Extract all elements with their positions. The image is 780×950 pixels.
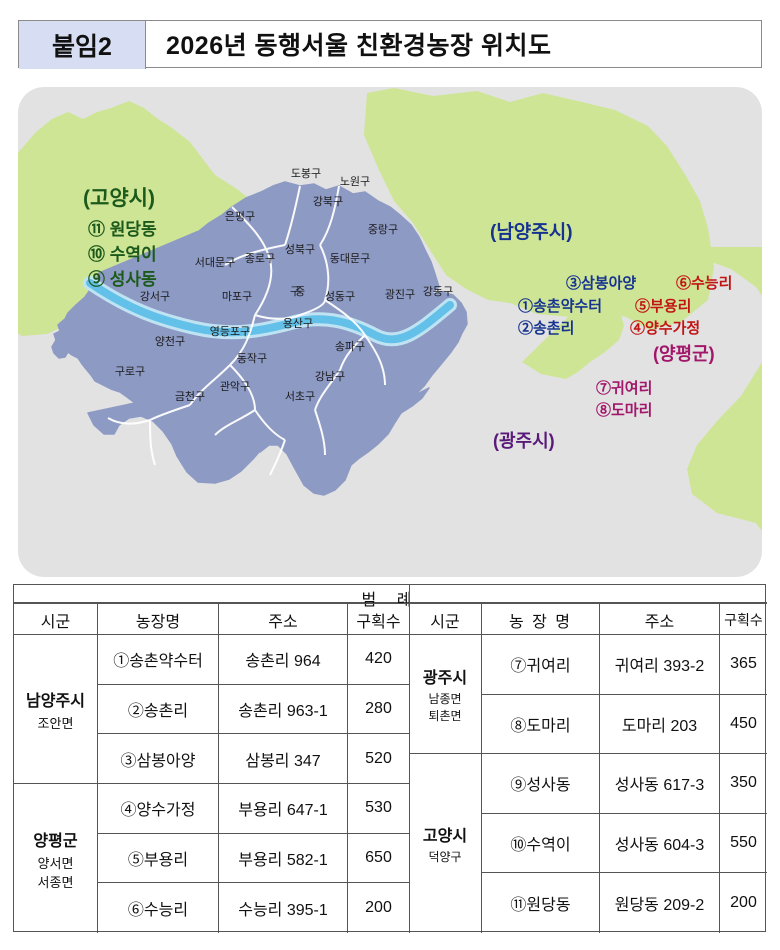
- svg-text:관악구: 관악구: [220, 380, 250, 393]
- svg-text:동작구: 동작구: [237, 352, 267, 365]
- svg-text:노원구: 노원구: [340, 175, 370, 188]
- svg-text:서초구: 서초구: [285, 390, 315, 403]
- svg-text:광진구: 광진구: [385, 288, 415, 301]
- svg-text:종로구: 종로구: [245, 253, 275, 265]
- svg-text:강서구: 강서구: [140, 290, 170, 303]
- svg-text:서대문구: 서대문구: [195, 256, 235, 269]
- svg-text:양천구: 양천구: [155, 334, 185, 348]
- svg-text:중랑구: 중랑구: [368, 223, 398, 236]
- svg-text:성동구: 성동구: [325, 290, 355, 303]
- svg-text:송파구: 송파구: [335, 340, 365, 353]
- svg-text:강북구: 강북구: [313, 195, 343, 208]
- svg-text:금천구: 금천구: [175, 389, 205, 403]
- svg-text:중구: 중구: [290, 286, 305, 298]
- svg-text:용산구: 용산구: [283, 317, 313, 330]
- svg-text:강동구: 강동구: [423, 285, 453, 298]
- svg-text:은평구: 은평구: [225, 210, 255, 223]
- svg-text:강남구: 강남구: [315, 370, 345, 383]
- svg-text:마포구: 마포구: [222, 290, 252, 303]
- svg-text:성북구: 성북구: [285, 243, 315, 256]
- svg-text:동대문구: 동대문구: [330, 252, 370, 265]
- svg-text:도봉구: 도봉구: [291, 167, 321, 180]
- svg-text:구로구: 구로구: [115, 366, 145, 378]
- svg-text:영등포구: 영등포구: [210, 325, 250, 338]
